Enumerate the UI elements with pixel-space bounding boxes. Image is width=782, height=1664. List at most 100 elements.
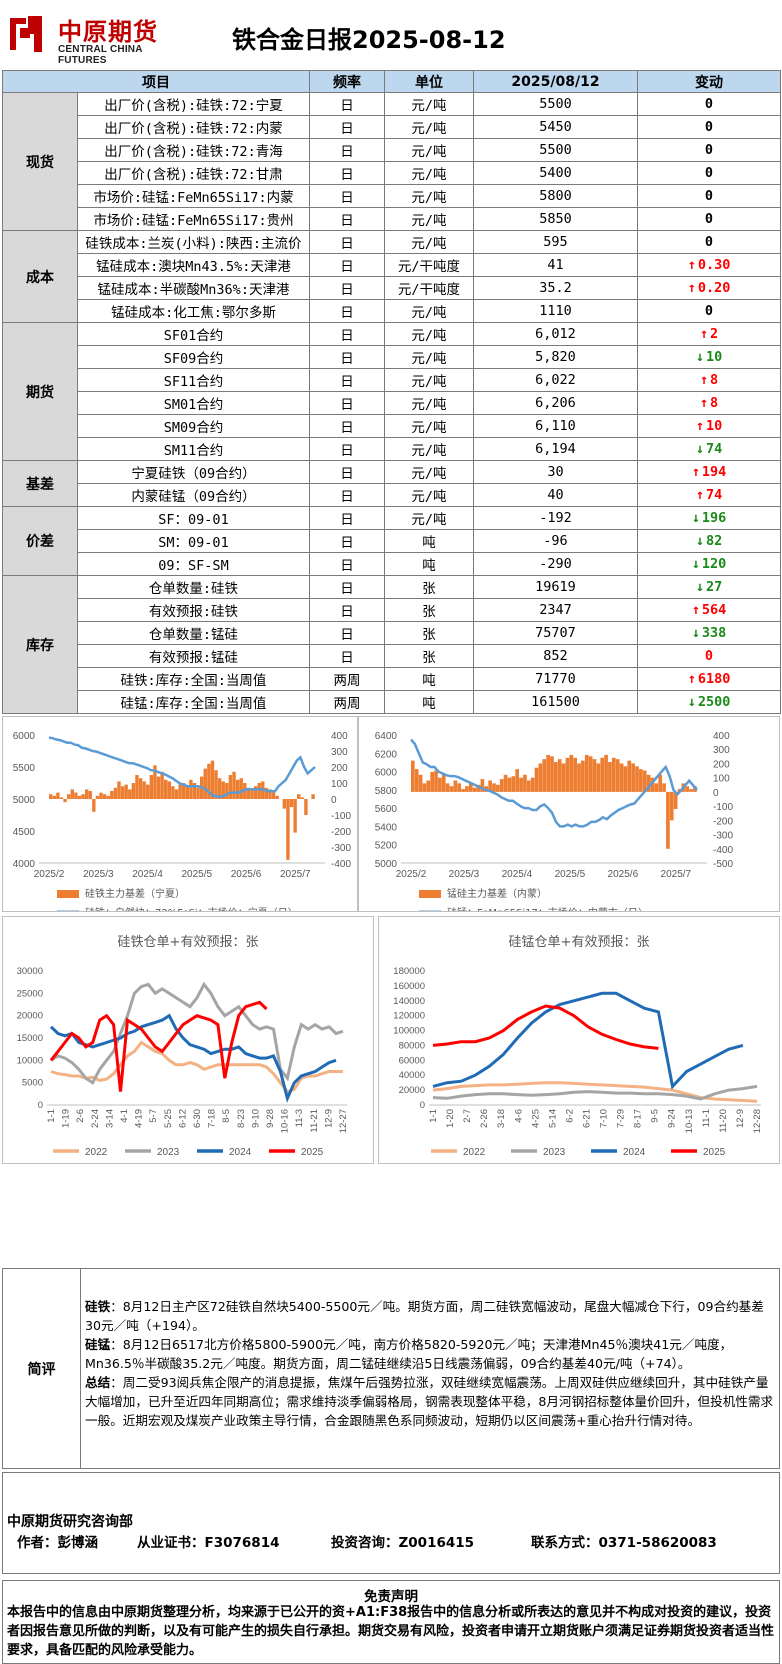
unit-cell: 元/吨 xyxy=(384,460,474,484)
legend-label: 2022 xyxy=(85,1147,108,1158)
y-tick-label: 6200 xyxy=(375,749,398,760)
y2-tick-label: 200 xyxy=(331,763,348,774)
value-cell: -290 xyxy=(473,552,638,576)
basis-bar xyxy=(488,780,492,792)
x-tick-label: 12-9 xyxy=(735,1109,746,1128)
y2-tick-label: -100 xyxy=(713,802,733,813)
author-footer: 中原期货研究咨询部 作者：彭博涵 从业证书：F3076814 投资咨询：Z001… xyxy=(2,1472,780,1574)
unit-cell: 张 xyxy=(384,621,474,645)
arrow-up-icon: ↑ xyxy=(695,487,704,503)
change-value: 82 xyxy=(705,533,723,549)
legend-label: 2024 xyxy=(623,1147,646,1158)
change-value: 194 xyxy=(701,464,727,480)
col-header-freq: 频率 xyxy=(309,70,385,93)
x-tick-label: 11-21 xyxy=(309,1109,320,1133)
change-cell: 0 xyxy=(637,299,781,323)
basis-bar xyxy=(271,792,276,799)
basis-bar xyxy=(445,783,450,792)
basis-bar xyxy=(631,763,635,792)
freq-cell: 日 xyxy=(309,414,385,438)
item-cell: 09：SF-SM xyxy=(77,552,310,576)
basis-bar xyxy=(662,783,666,792)
basis-bar xyxy=(286,799,290,860)
series-line xyxy=(49,1000,268,1092)
basis-bar xyxy=(293,799,297,833)
legend-label: 硅锰：FeMn65Si17：市场价：内蒙古（日） xyxy=(447,906,648,911)
basis-bar xyxy=(569,754,574,792)
unit-cell: 吨 xyxy=(384,667,474,691)
change-cell: ↑ 74 xyxy=(637,483,781,507)
y2-tick-label: 400 xyxy=(713,731,730,742)
basis-bar xyxy=(538,763,543,792)
basis-bar xyxy=(95,795,100,799)
basis-bar xyxy=(178,784,182,799)
x-tick-label: 2-6 xyxy=(75,1109,86,1123)
basis-bar xyxy=(156,776,161,799)
y-tick-label: 15000 xyxy=(17,1033,43,1044)
basis-bar xyxy=(496,784,500,792)
x-tick-label: 2025/2 xyxy=(34,869,65,880)
item-cell: 有效预报:硅铁 xyxy=(77,598,310,622)
basis-bar xyxy=(160,771,164,799)
change-value: 0 xyxy=(704,211,714,227)
series-line xyxy=(50,981,344,1085)
basis-bar xyxy=(611,757,616,792)
x-tick-label: 10-13 xyxy=(684,1109,695,1133)
basis-bar xyxy=(257,783,261,799)
legend-label: 硅铁主力基差（宁夏） xyxy=(85,887,185,900)
table-row: 期货 SF01合约日元/吨 6,012 ↑ 2 xyxy=(2,322,781,461)
basis-bar xyxy=(131,783,136,799)
unit-cell: 元/吨 xyxy=(384,161,474,185)
y-tick-label: 160000 xyxy=(393,981,425,992)
x-tick-label: 6-30 xyxy=(192,1109,203,1128)
unit-cell: 张 xyxy=(384,575,474,599)
table-row: SM01合约日元/吨 6,206 ↑ 8 xyxy=(3,391,781,415)
change-cell: ↓ 196 xyxy=(637,506,781,530)
basis-bar xyxy=(461,789,465,792)
basis-bar xyxy=(414,769,419,792)
basis-bar xyxy=(171,786,175,799)
logo-text-en: CENTRAL CHINA FUTURES xyxy=(58,44,143,66)
y2-tick-label: 0 xyxy=(331,795,337,806)
chart-sf-warrant: 硅铁仓单+有效预报：张 0 5000 10000 15000 20000 25000 300… xyxy=(2,916,374,1164)
unit-cell: 元/干吨度 xyxy=(384,253,474,277)
arrow-down-icon: ↓ xyxy=(695,349,704,365)
table-row: 成本 硅铁成本:兰炭(小料):陕西:主流价日元/吨 595 0 xyxy=(2,230,781,323)
unit-cell: 元/吨 xyxy=(384,207,474,231)
research-dept: 中原期货研究咨询部 xyxy=(7,1514,133,1530)
y-tick-label: 5000 xyxy=(22,1078,43,1089)
basis-bar xyxy=(120,786,125,799)
category-cell: 期货 xyxy=(2,322,78,461)
basis-bar xyxy=(457,783,462,792)
change-value: 196 xyxy=(701,510,727,526)
change-cell: 0 xyxy=(637,92,781,116)
basis-bar xyxy=(588,756,593,792)
basis-bar xyxy=(639,769,643,792)
table-row: 09：SF-SM 日吨 -290 ↓ 120 xyxy=(3,552,781,576)
basis-bar xyxy=(615,759,620,792)
arrow-up-icon: ↑ xyxy=(691,464,700,480)
y-tick-label: 5200 xyxy=(375,841,398,852)
y2-tick-label: 200 xyxy=(713,759,730,770)
x-tick-label: 2025/4 xyxy=(502,869,533,880)
x-tick-label: 2-26 xyxy=(479,1109,490,1128)
change-value: 6180 xyxy=(697,671,731,687)
freq-cell: 日 xyxy=(309,506,385,530)
logo-mark-icon xyxy=(6,12,48,56)
unit-cell: 元/吨 xyxy=(384,230,474,254)
basis-bar xyxy=(511,776,516,792)
change-value: 10 xyxy=(705,418,723,434)
summary-sf-body: ：8月12日主产区72硅铁自然块5400-5500元／吨。期货方面，周二硅铁宽幅… xyxy=(85,1299,764,1333)
change-cell: 0 xyxy=(637,644,781,668)
item-cell: SM11合约 xyxy=(77,437,310,461)
basis-bar xyxy=(523,774,527,792)
change-value: 27 xyxy=(705,579,723,595)
value-cell: 5,820 xyxy=(473,345,638,369)
basis-bar xyxy=(138,778,143,799)
category-cell: 现货 xyxy=(2,92,78,231)
arrow-up-icon: ↑ xyxy=(699,395,708,411)
x-tick-label: 1-1 xyxy=(428,1109,439,1123)
change-cell: ↑ 6180 xyxy=(637,667,781,691)
arrow-up-icon: ↑ xyxy=(695,418,704,434)
basis-bar xyxy=(182,783,186,799)
